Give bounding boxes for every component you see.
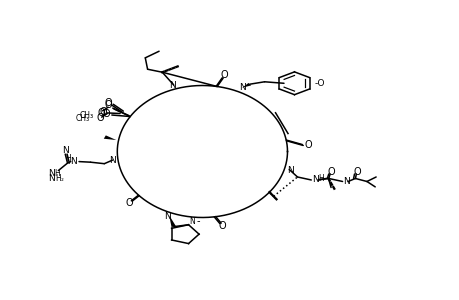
Polygon shape bbox=[241, 83, 251, 88]
Text: N: N bbox=[48, 169, 55, 178]
Text: O: O bbox=[102, 109, 110, 119]
Text: O: O bbox=[104, 100, 112, 110]
Text: N: N bbox=[286, 166, 293, 175]
Text: -O: -O bbox=[314, 79, 325, 88]
Text: N: N bbox=[239, 83, 246, 92]
Text: O: O bbox=[220, 70, 227, 80]
Text: O: O bbox=[96, 113, 104, 123]
Text: O: O bbox=[125, 198, 133, 208]
Text: N: N bbox=[62, 146, 68, 155]
Text: N: N bbox=[164, 212, 171, 221]
Text: N: N bbox=[168, 81, 175, 90]
Text: CH₃: CH₃ bbox=[79, 110, 93, 119]
Text: H: H bbox=[55, 175, 61, 184]
Text: O: O bbox=[352, 167, 360, 177]
Text: O: O bbox=[100, 107, 107, 117]
Text: H: H bbox=[318, 174, 324, 183]
Text: H: H bbox=[65, 154, 71, 163]
Text: -: - bbox=[196, 216, 200, 226]
Text: N: N bbox=[108, 156, 115, 165]
Text: N: N bbox=[312, 176, 319, 184]
Text: N: N bbox=[342, 177, 349, 186]
Text: CH₃: CH₃ bbox=[75, 113, 90, 122]
Text: N: N bbox=[189, 217, 195, 226]
Text: N: N bbox=[48, 175, 55, 184]
Text: H: H bbox=[55, 169, 60, 178]
Text: ₂: ₂ bbox=[61, 176, 64, 182]
Text: O: O bbox=[104, 98, 112, 108]
Text: O: O bbox=[97, 108, 105, 118]
Text: O: O bbox=[303, 140, 311, 149]
Polygon shape bbox=[169, 215, 176, 227]
Polygon shape bbox=[104, 135, 116, 140]
Text: O: O bbox=[218, 221, 226, 231]
Text: O: O bbox=[326, 167, 334, 177]
Text: N: N bbox=[70, 157, 77, 166]
